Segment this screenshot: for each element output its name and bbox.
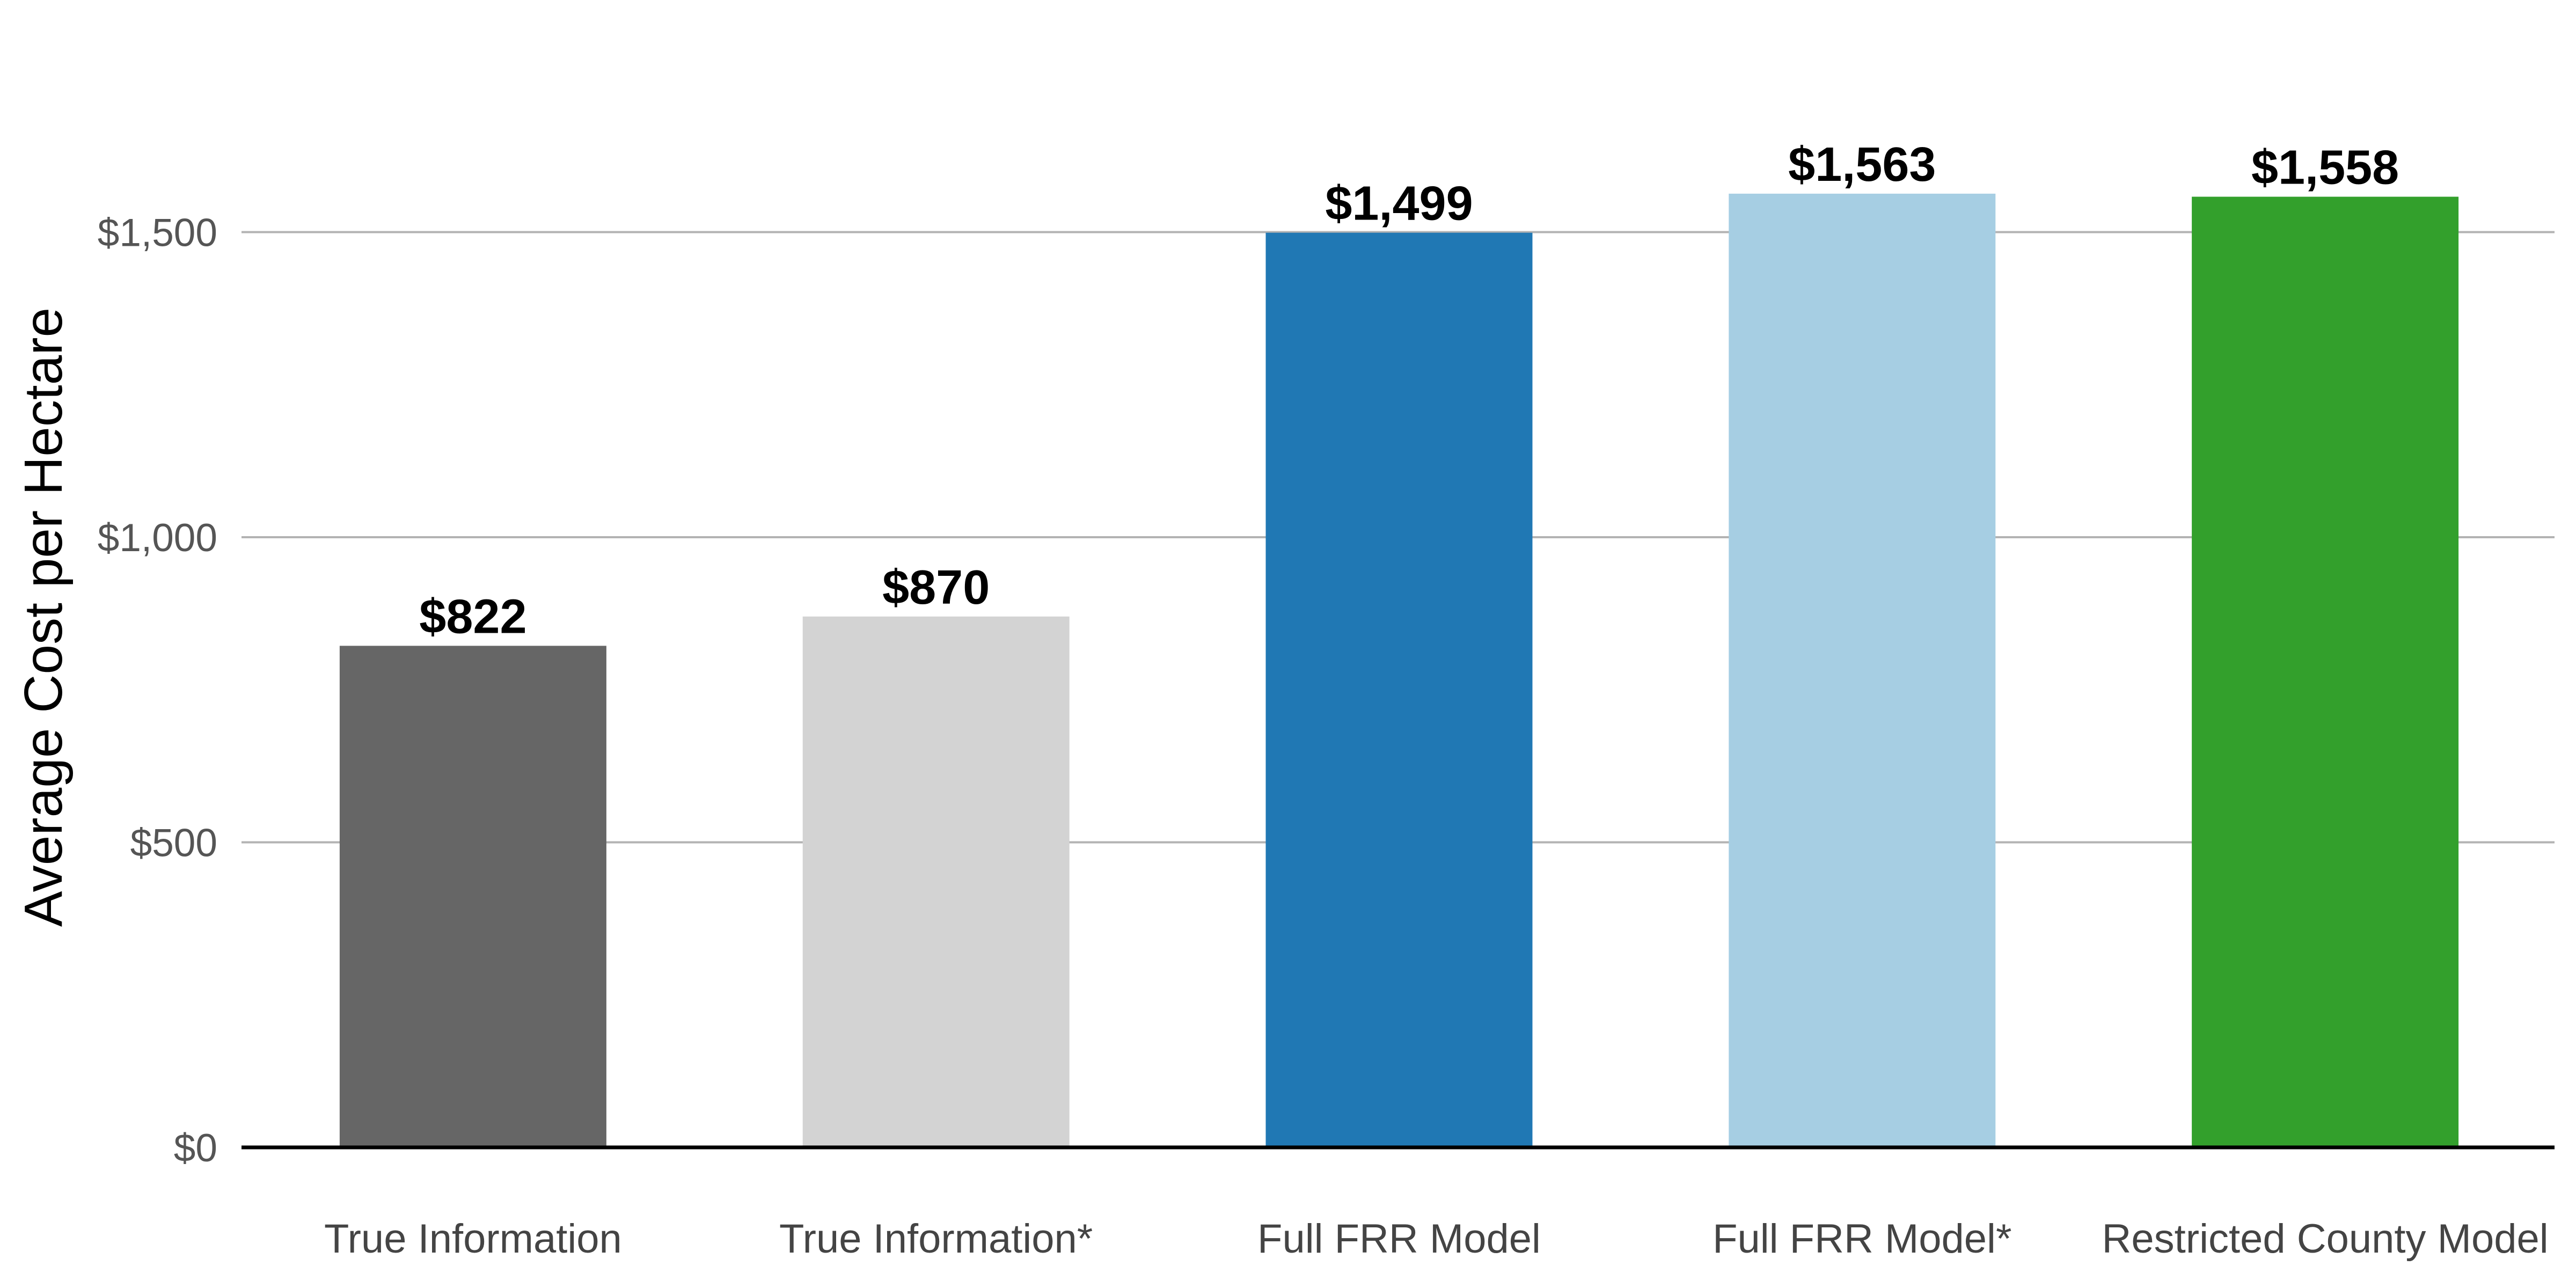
y-tick-label-1: $500: [130, 822, 217, 865]
y-tick-label-2: $1,000: [98, 516, 217, 560]
x-tick-label-2: Full FRR Model: [1257, 1216, 1541, 1262]
data-labels: $822 $870 $1,499 $1,563 $1,558: [419, 138, 2399, 644]
data-label-4: $1,558: [2251, 141, 2399, 195]
y-axis-ticks: $0 $500 $1,000 $1,500: [98, 211, 217, 1170]
data-label-1: $870: [882, 561, 990, 614]
bar-2: [1265, 232, 1533, 1148]
bars: [339, 193, 2459, 1148]
x-tick-label-4: Restricted County Model: [2102, 1216, 2549, 1262]
data-label-2: $1,499: [1325, 177, 1473, 231]
x-tick-label-1: True Information*: [779, 1216, 1093, 1262]
y-tick-label-3: $1,500: [98, 211, 217, 255]
bar-1: [802, 616, 1070, 1147]
y-tick-label-0: $0: [174, 1126, 217, 1170]
x-tick-label-3: Full FRR Model*: [1713, 1216, 2011, 1262]
data-label-3: $1,563: [1788, 138, 1936, 192]
x-axis-ticks: True Information True Information* Full FR…: [324, 1216, 2549, 1262]
data-label-0: $822: [419, 590, 526, 643]
x-tick-label-0: True Information: [324, 1216, 622, 1262]
y-axis-label: Average Cost per Hectare: [13, 308, 74, 927]
bar-4: [2192, 196, 2459, 1148]
bar-0: [339, 646, 606, 1147]
bar-3: [1729, 193, 1996, 1147]
